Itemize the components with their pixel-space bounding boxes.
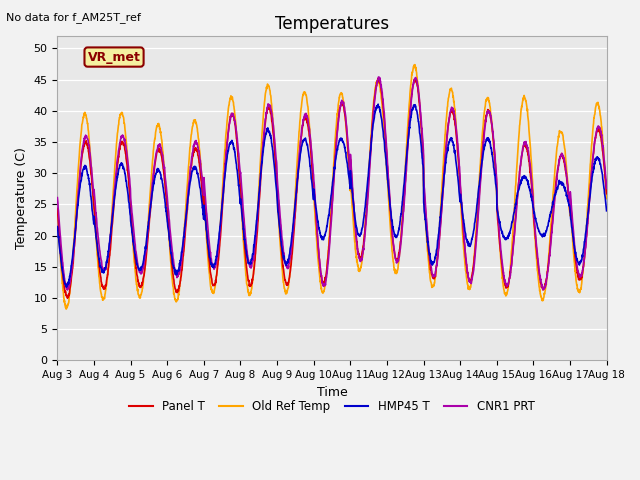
Text: VR_met: VR_met [88,50,141,63]
HMP45 T [348,185,356,191]
Old Ref Temp [360,240,368,246]
Text: No data for f_AM25T_ref: No data for f_AM25T_ref [6,12,141,23]
Line: CNR1 PRT: CNR1 PRT [58,77,607,290]
Title: Temperatures: Temperatures [275,15,389,33]
Old Ref Temp [207,285,214,290]
CNR1 PRT [348,175,356,181]
HMP45 T [63,284,70,290]
Line: HMP45 T: HMP45 T [58,104,607,287]
Panel T [492,169,500,175]
Line: Panel T: Panel T [58,79,607,298]
Old Ref Temp [492,177,500,182]
Panel T [374,76,381,82]
Panel T [555,163,563,169]
Old Ref Temp [411,62,419,68]
HMP45 T [54,224,61,229]
Panel T [360,237,368,242]
Legend: Panel T, Old Ref Temp, HMP45 T, CNR1 PRT: Panel T, Old Ref Temp, HMP45 T, CNR1 PRT [125,396,540,418]
Old Ref Temp [54,206,61,212]
HMP45 T [207,261,214,266]
CNR1 PRT [63,287,71,293]
HMP45 T [360,215,368,220]
Panel T [64,295,72,301]
CNR1 PRT [375,74,383,80]
Panel T [207,272,214,277]
Panel T [570,239,577,245]
Old Ref Temp [570,252,577,257]
Old Ref Temp [62,306,70,312]
CNR1 PRT [360,241,368,247]
Panel T [603,191,611,197]
Panel T [54,205,61,211]
Line: Old Ref Temp: Old Ref Temp [58,65,607,309]
CNR1 PRT [570,233,577,239]
CNR1 PRT [207,253,214,259]
HMP45 T [555,182,563,188]
CNR1 PRT [603,186,611,192]
HMP45 T [570,240,577,246]
Old Ref Temp [555,133,563,139]
Old Ref Temp [348,200,356,205]
HMP45 T [492,182,500,188]
Y-axis label: Temperature (C): Temperature (C) [15,147,28,249]
Panel T [348,179,356,185]
CNR1 PRT [492,166,500,171]
CNR1 PRT [54,195,61,201]
HMP45 T [374,101,382,107]
CNR1 PRT [555,162,563,168]
Old Ref Temp [603,196,611,202]
HMP45 T [603,208,611,214]
X-axis label: Time: Time [317,386,348,399]
